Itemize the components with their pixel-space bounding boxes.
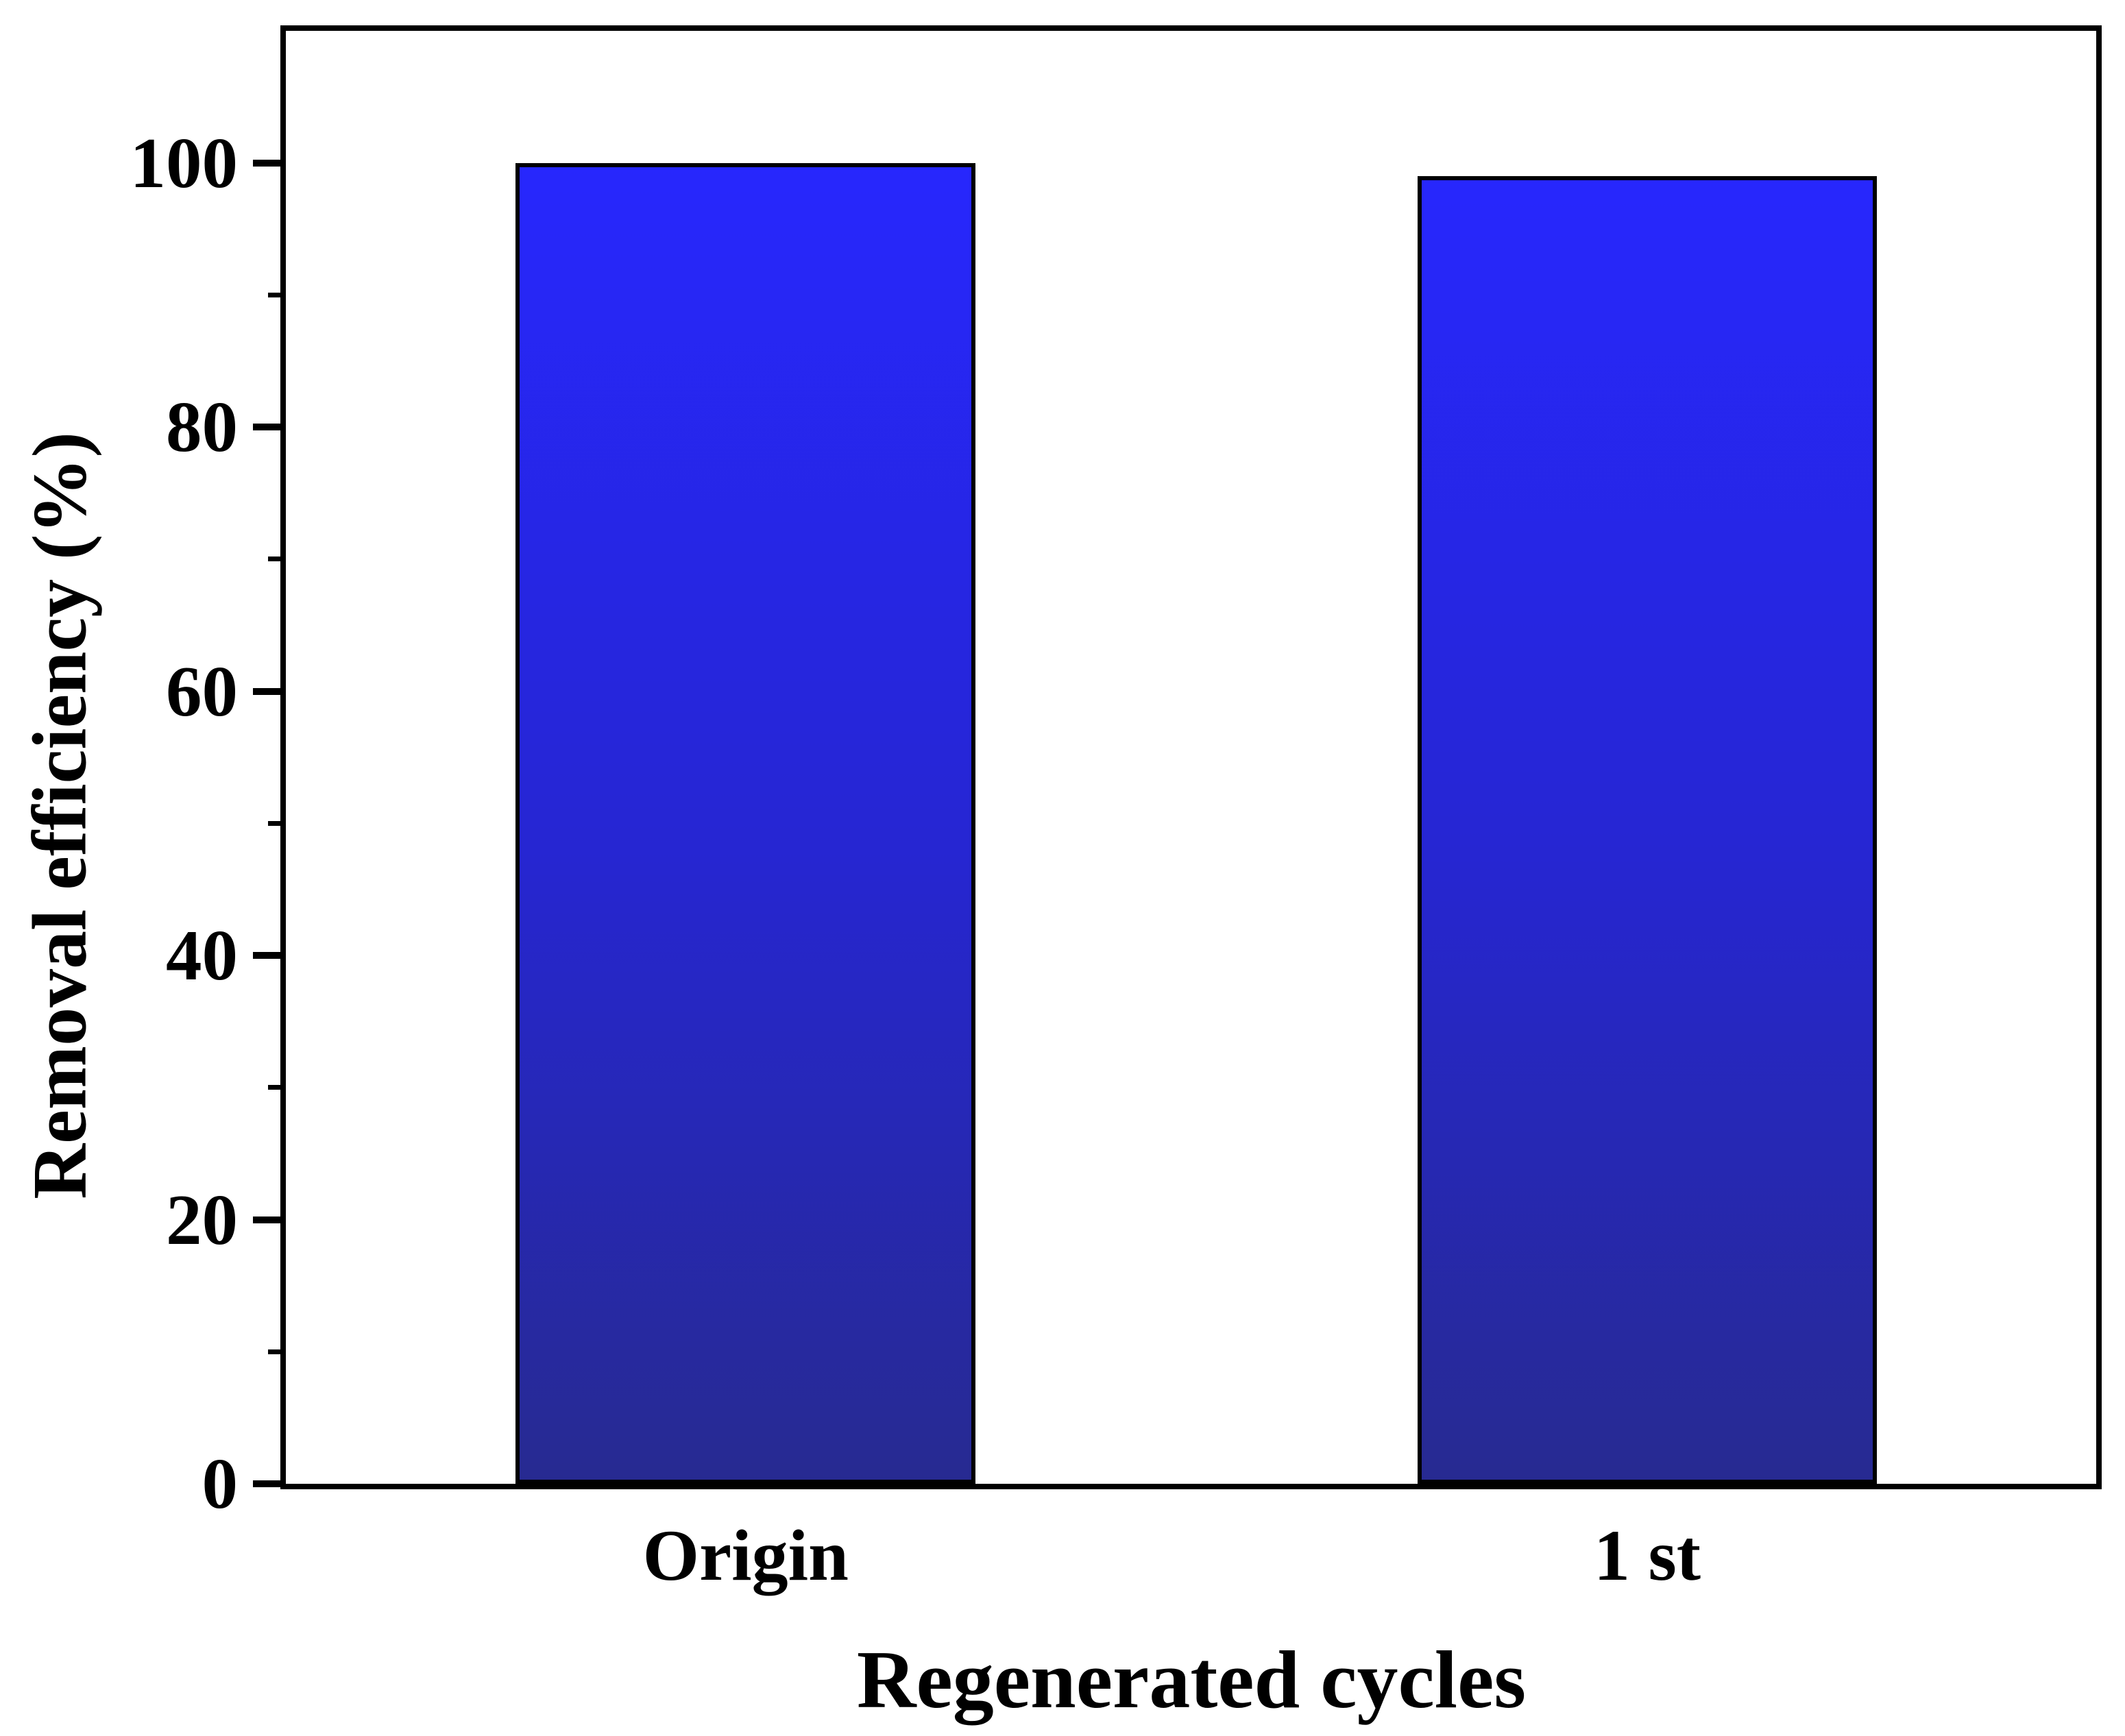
y-axis-major-tick (253, 1216, 286, 1223)
x-category-label: 1 st (1594, 1515, 1701, 1596)
y-axis-label: Removal efficiency (%) (17, 432, 103, 1199)
y-axis-major-tick (253, 1480, 286, 1487)
y-axis-tick-label: 40 (166, 915, 238, 996)
y-axis-minor-tick (268, 820, 286, 826)
y-axis-tick-label: 0 (202, 1443, 239, 1524)
bar (515, 162, 976, 1484)
y-axis-tick-label: 20 (166, 1179, 238, 1260)
y-axis-minor-tick (268, 1349, 286, 1354)
y-axis-major-tick (253, 952, 286, 959)
bar (1417, 176, 1878, 1484)
plot-area: 0 20 40 60 80 100 (130, 25, 2102, 1524)
y-axis-major-tick (253, 159, 286, 167)
y-axis-tick-label: 60 (166, 650, 238, 731)
x-category-label: Origin (642, 1515, 849, 1596)
y-axis-minor-tick (268, 1085, 286, 1090)
y-axis-major-tick (253, 687, 286, 695)
y-axis-tick-label: 80 (166, 387, 238, 467)
y-axis-tick-label: 100 (130, 122, 239, 203)
y-axis-minor-tick (268, 557, 286, 562)
y-axis-minor-tick (268, 292, 286, 297)
x-axis-label: Regenerated cycles (856, 1634, 1527, 1725)
y-axis-major-tick (253, 424, 286, 431)
